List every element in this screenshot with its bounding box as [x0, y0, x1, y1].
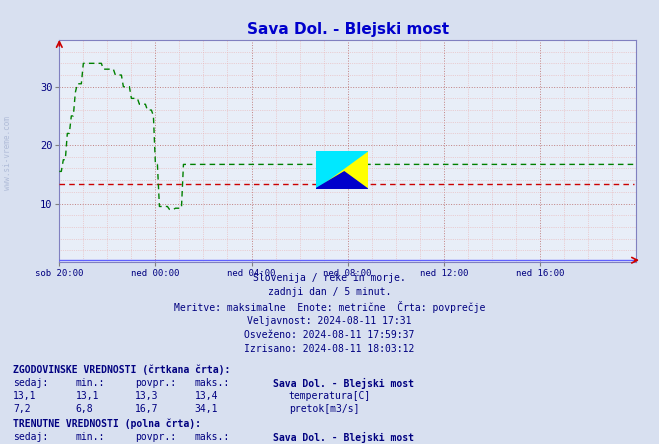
Text: pretok[m3/s]: pretok[m3/s] — [289, 404, 359, 414]
Polygon shape — [316, 151, 368, 189]
Text: Osveženo: 2024-08-11 17:59:37: Osveženo: 2024-08-11 17:59:37 — [244, 330, 415, 340]
Text: 13,1: 13,1 — [76, 391, 100, 401]
Text: TRENUTNE VREDNOSTI (polna črta):: TRENUTNE VREDNOSTI (polna črta): — [13, 418, 201, 429]
Text: www.si-vreme.com: www.si-vreme.com — [3, 116, 13, 190]
Text: min.:: min.: — [76, 378, 105, 388]
Text: 34,1: 34,1 — [194, 404, 218, 414]
Text: 13,3: 13,3 — [135, 391, 159, 401]
Text: Slovenija / reke in morje.: Slovenija / reke in morje. — [253, 273, 406, 283]
Text: 6,8: 6,8 — [76, 404, 94, 414]
Polygon shape — [316, 172, 368, 189]
Title: Sava Dol. - Blejski most: Sava Dol. - Blejski most — [246, 22, 449, 37]
Text: 16,7: 16,7 — [135, 404, 159, 414]
Text: maks.:: maks.: — [194, 378, 229, 388]
Text: Sava Dol. - Blejski most: Sava Dol. - Blejski most — [273, 432, 415, 443]
Text: Meritve: maksimalne  Enote: metrične  Črta: povprečje: Meritve: maksimalne Enote: metrične Črta… — [174, 301, 485, 313]
Text: Veljavnost: 2024-08-11 17:31: Veljavnost: 2024-08-11 17:31 — [247, 316, 412, 326]
Text: Sava Dol. - Blejski most: Sava Dol. - Blejski most — [273, 378, 415, 389]
Text: sedaj:: sedaj: — [13, 378, 48, 388]
Text: 7,2: 7,2 — [13, 404, 31, 414]
Text: 13,1: 13,1 — [13, 391, 37, 401]
Text: sedaj:: sedaj: — [13, 432, 48, 442]
Text: Izrisano: 2024-08-11 18:03:12: Izrisano: 2024-08-11 18:03:12 — [244, 344, 415, 354]
Text: 13,4: 13,4 — [194, 391, 218, 401]
Text: povpr.:: povpr.: — [135, 432, 176, 442]
Text: maks.:: maks.: — [194, 432, 229, 442]
Text: povpr.:: povpr.: — [135, 378, 176, 388]
Text: temperatura[C]: temperatura[C] — [289, 391, 371, 401]
Polygon shape — [316, 151, 368, 189]
Text: zadnji dan / 5 minut.: zadnji dan / 5 minut. — [268, 287, 391, 297]
Text: min.:: min.: — [76, 432, 105, 442]
Text: ZGODOVINSKE VREDNOSTI (črtkana črta):: ZGODOVINSKE VREDNOSTI (črtkana črta): — [13, 365, 231, 376]
